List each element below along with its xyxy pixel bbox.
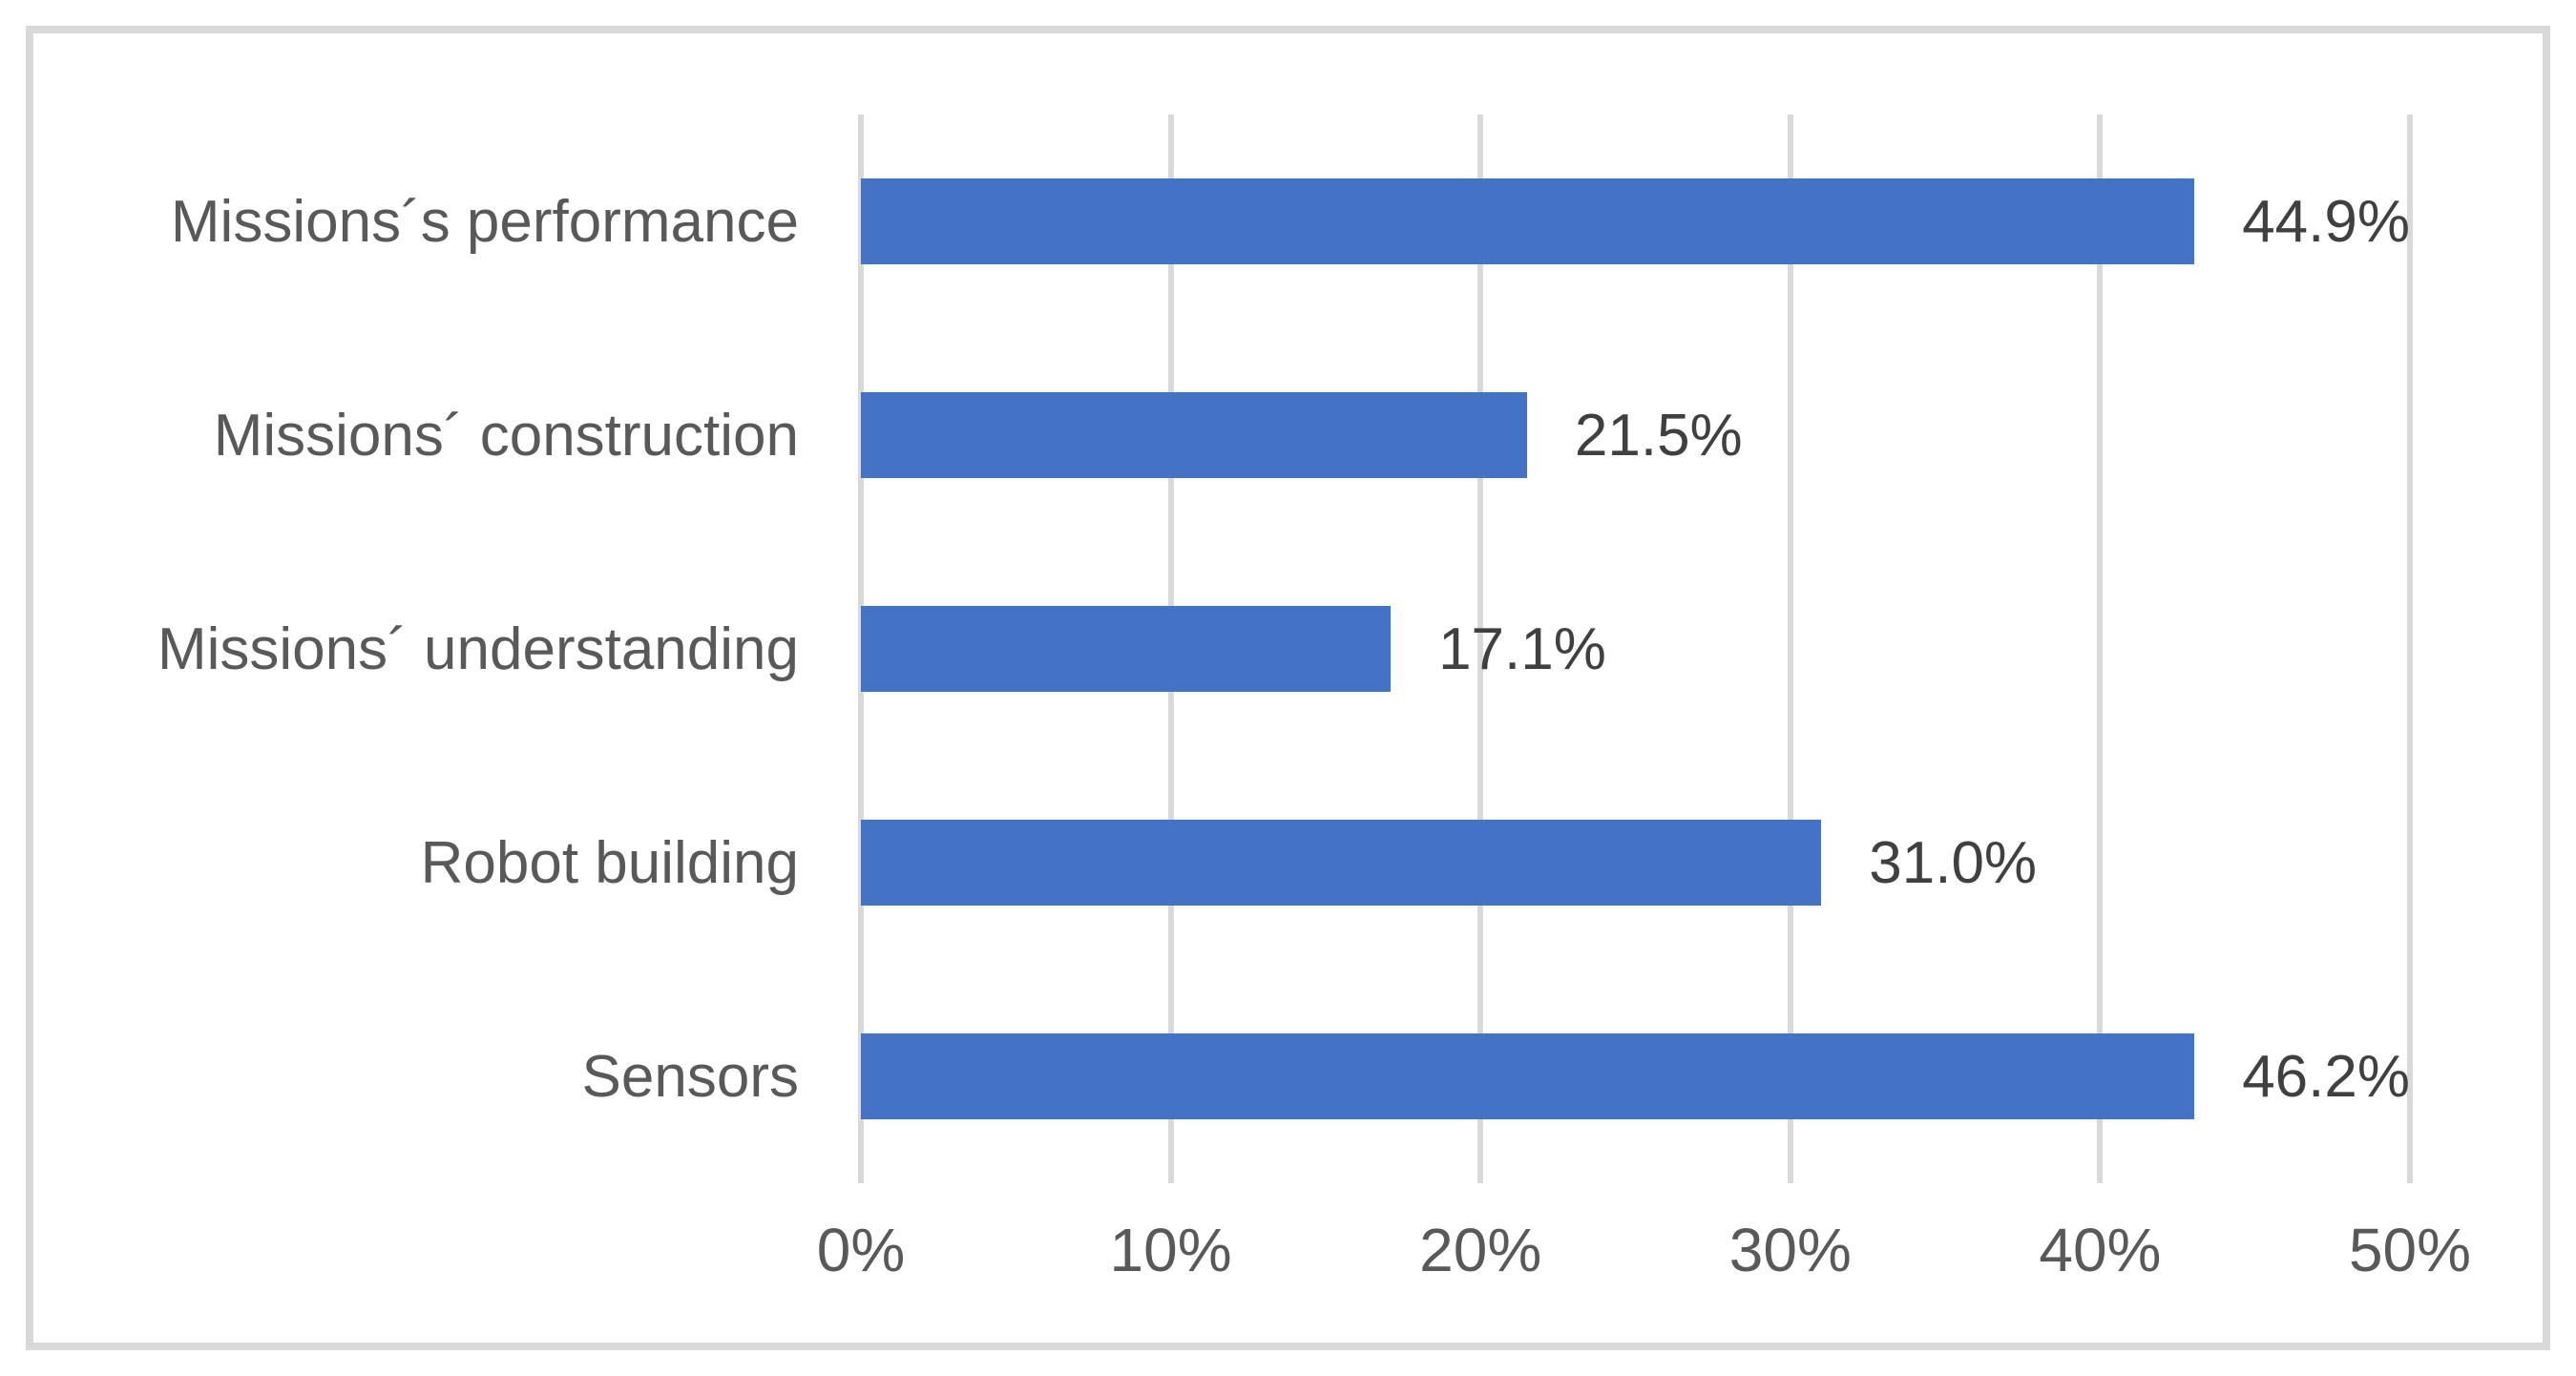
bar-row: 31.0% xyxy=(861,756,2410,969)
bar-row: 21.5% xyxy=(861,328,2410,542)
value-label: 44.9% xyxy=(2242,188,2410,255)
x-tick-label: 0% xyxy=(816,1216,906,1284)
bar xyxy=(861,178,2195,264)
category-label: Missions´ construction xyxy=(213,402,799,469)
bar xyxy=(861,392,1527,478)
bar xyxy=(861,1033,2195,1119)
x-tick-label: 10% xyxy=(1109,1216,1232,1284)
bar-rows: 44.9% 21.5% 17.1% 31.0% 46.2% xyxy=(861,115,2410,1183)
vertical-gridline xyxy=(1787,115,1793,1183)
vertical-gridline xyxy=(2407,115,2413,1183)
plot-area: 44.9% 21.5% 17.1% 31.0% 46.2% xyxy=(858,115,2413,1183)
bar-row: 17.1% xyxy=(861,542,2410,756)
value-label: 31.0% xyxy=(1869,829,2038,896)
category-label: Missions´s performance xyxy=(170,188,799,255)
bar xyxy=(861,606,1392,692)
x-tick-label: 20% xyxy=(1419,1216,1542,1284)
category-axis-labels: Missions´s performance Missions´ construc… xyxy=(38,115,799,1183)
x-tick-label: 50% xyxy=(2348,1216,2472,1284)
bar-row: 46.2% xyxy=(861,969,2410,1183)
bar xyxy=(861,820,1822,906)
value-label: 17.1% xyxy=(1438,615,1606,682)
category-label: Sensors xyxy=(581,1043,799,1110)
vertical-gridline xyxy=(2097,115,2104,1183)
value-label: 21.5% xyxy=(1574,402,1743,469)
x-tick-label: 40% xyxy=(2039,1216,2162,1284)
vertical-gridline xyxy=(1477,115,1484,1183)
bar-row: 44.9% xyxy=(861,115,2410,328)
x-axis-tick-labels: 0% 10% 20% 30% 40% 50% xyxy=(817,1204,2471,1296)
category-label: Robot building xyxy=(420,829,799,896)
category-label: Missions´ understanding xyxy=(157,615,799,682)
x-tick-label: 30% xyxy=(1728,1216,1852,1284)
value-label: 46.2% xyxy=(2242,1043,2410,1110)
